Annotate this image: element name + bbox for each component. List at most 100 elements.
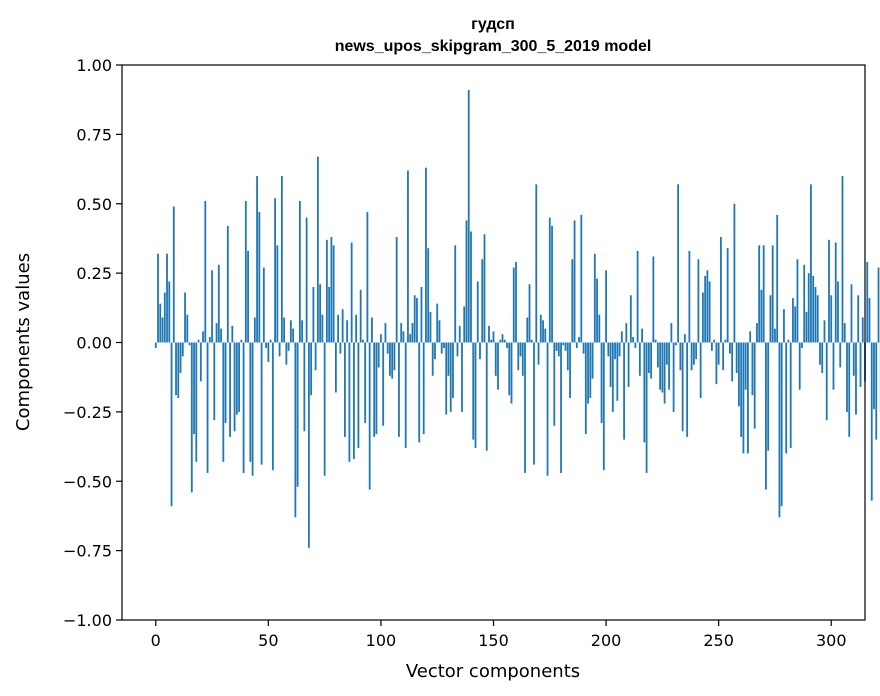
bar-component-197	[598, 314, 601, 343]
bar-component-200	[605, 270, 607, 343]
bar-component-226	[663, 342, 666, 404]
bar-component-190	[582, 342, 585, 354]
bar-component-204	[614, 342, 616, 360]
bar-component-146	[483, 234, 486, 343]
bar-component-227	[665, 342, 668, 365]
bar-component-35	[233, 342, 236, 432]
bar-component-160	[515, 262, 517, 343]
bar-component-253	[724, 339, 727, 343]
bar-component-120	[425, 167, 427, 343]
bar-component-69	[310, 342, 313, 396]
bar-component-199	[602, 342, 605, 471]
bar-component-221	[652, 256, 655, 343]
bar-component-81	[337, 314, 340, 343]
y-tick-label: 0.50	[76, 195, 112, 214]
bar-component-115	[413, 295, 416, 343]
bar-component-21	[202, 331, 204, 343]
bar-component-125	[436, 303, 439, 343]
bar-component-300	[830, 295, 833, 343]
bar-component-144	[479, 342, 481, 360]
bar-component-10	[177, 342, 180, 398]
bar-component-217	[643, 342, 646, 443]
bar-component-268	[758, 245, 761, 343]
bar-component-42	[249, 342, 252, 462]
bar-component-47	[260, 342, 263, 465]
bars-group	[154, 89, 880, 548]
y-axis: 1.00 0.75 0.50 0.25 0.00 −0.25 −0.50 −0.75 −1.00	[63, 56, 122, 630]
bar-component-5	[166, 253, 168, 343]
bar-component-311	[855, 342, 857, 415]
bar-component-39	[242, 342, 245, 473]
bar-component-130	[447, 342, 450, 376]
bar-component-298	[825, 342, 828, 421]
bar-component-286	[798, 342, 801, 390]
bar-component-149	[490, 339, 493, 343]
bar-component-101	[382, 342, 385, 426]
bar-component-116	[416, 298, 418, 343]
bar-component-128	[443, 342, 445, 349]
bar-component-220	[650, 342, 653, 379]
bar-component-275	[774, 328, 776, 343]
bar-component-36	[235, 342, 238, 415]
bar-component-299	[828, 239, 830, 343]
bar-component-90	[357, 342, 360, 448]
bar-component-137	[463, 306, 466, 343]
x-tick-label: 150	[478, 631, 509, 650]
bar-component-0	[154, 342, 157, 349]
bar-component-225	[661, 342, 664, 393]
bar-component-92	[362, 339, 364, 343]
bar-component-309	[850, 284, 853, 343]
bar-component-249	[715, 342, 718, 385]
bar-component-243	[701, 292, 704, 343]
bar-component-104	[389, 342, 391, 376]
bar-component-157	[508, 342, 511, 396]
bar-component-131	[449, 342, 452, 412]
bar-component-80	[334, 342, 337, 393]
bar-component-251	[720, 237, 722, 343]
bar-component-273	[769, 295, 772, 343]
bar-component-285	[796, 259, 799, 343]
bar-component-132	[452, 342, 454, 398]
bar-component-145	[481, 259, 484, 343]
bar-component-281	[787, 339, 790, 343]
bar-component-72	[316, 156, 319, 343]
bar-component-166	[528, 284, 531, 343]
bar-component-79	[332, 245, 335, 343]
bar-component-97	[373, 342, 376, 437]
y-tick-label: −0.50	[63, 472, 112, 491]
bar-component-84	[344, 342, 346, 437]
bar-component-54	[276, 245, 279, 343]
bar-component-279	[783, 309, 785, 343]
bar-component-181	[562, 342, 565, 346]
bar-component-61	[292, 328, 295, 343]
bar-component-287	[801, 342, 803, 349]
bar-component-255	[729, 342, 731, 354]
bar-component-109	[400, 323, 403, 343]
bar-component-174	[546, 342, 549, 476]
bar-component-112	[407, 170, 409, 343]
bar-component-51	[269, 339, 272, 343]
x-tick-label: 300	[816, 631, 847, 650]
bar-component-77	[328, 287, 331, 343]
bar-component-98	[375, 342, 378, 435]
bar-component-304	[839, 342, 842, 368]
x-tick-label: 250	[703, 631, 734, 650]
bar-component-40	[244, 200, 247, 343]
bar-component-75	[323, 342, 326, 476]
bar-component-250	[717, 342, 720, 365]
bar-component-276	[776, 214, 779, 343]
bar-component-256	[731, 342, 734, 382]
bar-component-296	[821, 342, 824, 374]
bar-component-107	[395, 237, 398, 343]
bar-component-308	[848, 342, 851, 437]
bar-component-206	[618, 342, 621, 357]
bar-component-214	[636, 250, 639, 343]
y-tick-label: 1.00	[76, 56, 112, 75]
bar-component-164	[524, 342, 526, 473]
bar-component-71	[314, 342, 317, 371]
bar-component-37	[238, 342, 240, 412]
bar-component-171	[539, 314, 542, 343]
bar-component-141	[472, 342, 475, 440]
bar-component-95	[368, 342, 371, 490]
